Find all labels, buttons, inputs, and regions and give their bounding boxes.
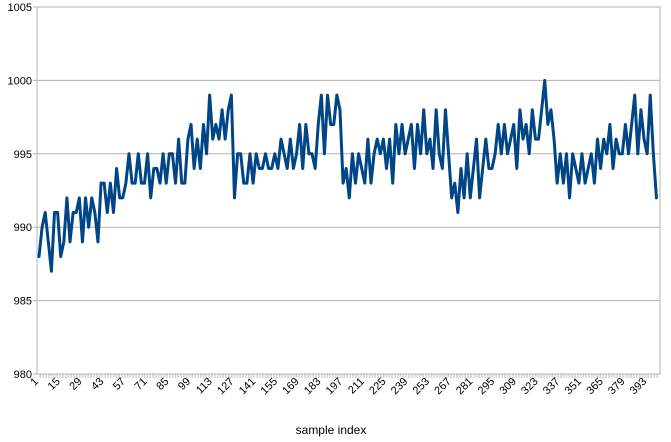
x-tick-label: 15 xyxy=(46,376,63,393)
x-tick-label: 43 xyxy=(89,376,106,393)
x-tick-label: 141 xyxy=(237,376,258,397)
x-tick-label: 239 xyxy=(389,376,410,397)
x-tick-label: 365 xyxy=(584,376,605,397)
x-tick-label: 29 xyxy=(67,376,84,393)
x-tick-label: 323 xyxy=(519,376,540,397)
y-tick-label: 990 xyxy=(14,222,32,234)
x-tick-label: 379 xyxy=(606,376,627,397)
x-tick-label: 309 xyxy=(497,376,518,397)
x-tick-label: 57 xyxy=(111,376,128,393)
x-axis-title: sample index xyxy=(296,423,367,437)
x-tick-label: 127 xyxy=(215,376,236,397)
x-tick-label: 155 xyxy=(259,376,280,397)
y-tick-label: 1000 xyxy=(8,75,32,87)
x-tick-label: 211 xyxy=(346,376,367,397)
x-tick-label: 183 xyxy=(302,376,323,397)
y-tick-label: 980 xyxy=(14,369,32,381)
x-tick-label: 99 xyxy=(176,376,193,393)
x-tick-label: 253 xyxy=(411,376,432,397)
x-tick-label: 113 xyxy=(194,376,215,397)
x-tick-label: 351 xyxy=(563,376,584,397)
series-layer xyxy=(37,78,658,273)
x-tick-label: 225 xyxy=(367,376,388,397)
x-axis-tick-labels: 1 15 29 43 57 71 85 99 113 127 141 155 169 183 197 211 2… xyxy=(28,376,649,397)
x-tick-label: 197 xyxy=(324,376,345,397)
x-tick-label: 337 xyxy=(541,376,562,397)
series-line-1 xyxy=(37,78,658,273)
y-tick-label: 985 xyxy=(14,296,32,308)
y-tick-label: 1005 xyxy=(8,2,32,14)
x-tick-label: 169 xyxy=(280,376,301,397)
x-tick-label: 393 xyxy=(628,376,649,397)
x-tick-label: 85 xyxy=(154,376,171,393)
y-axis-tick-labels: 980 985 990 995 1000 1005 xyxy=(8,2,32,381)
x-tick-label: 281 xyxy=(454,376,475,397)
x-tick-label: 295 xyxy=(476,376,497,397)
x-tick-label: 267 xyxy=(432,376,453,397)
x-tick-label: 71 xyxy=(133,376,150,393)
y-tick-label: 995 xyxy=(14,149,32,161)
